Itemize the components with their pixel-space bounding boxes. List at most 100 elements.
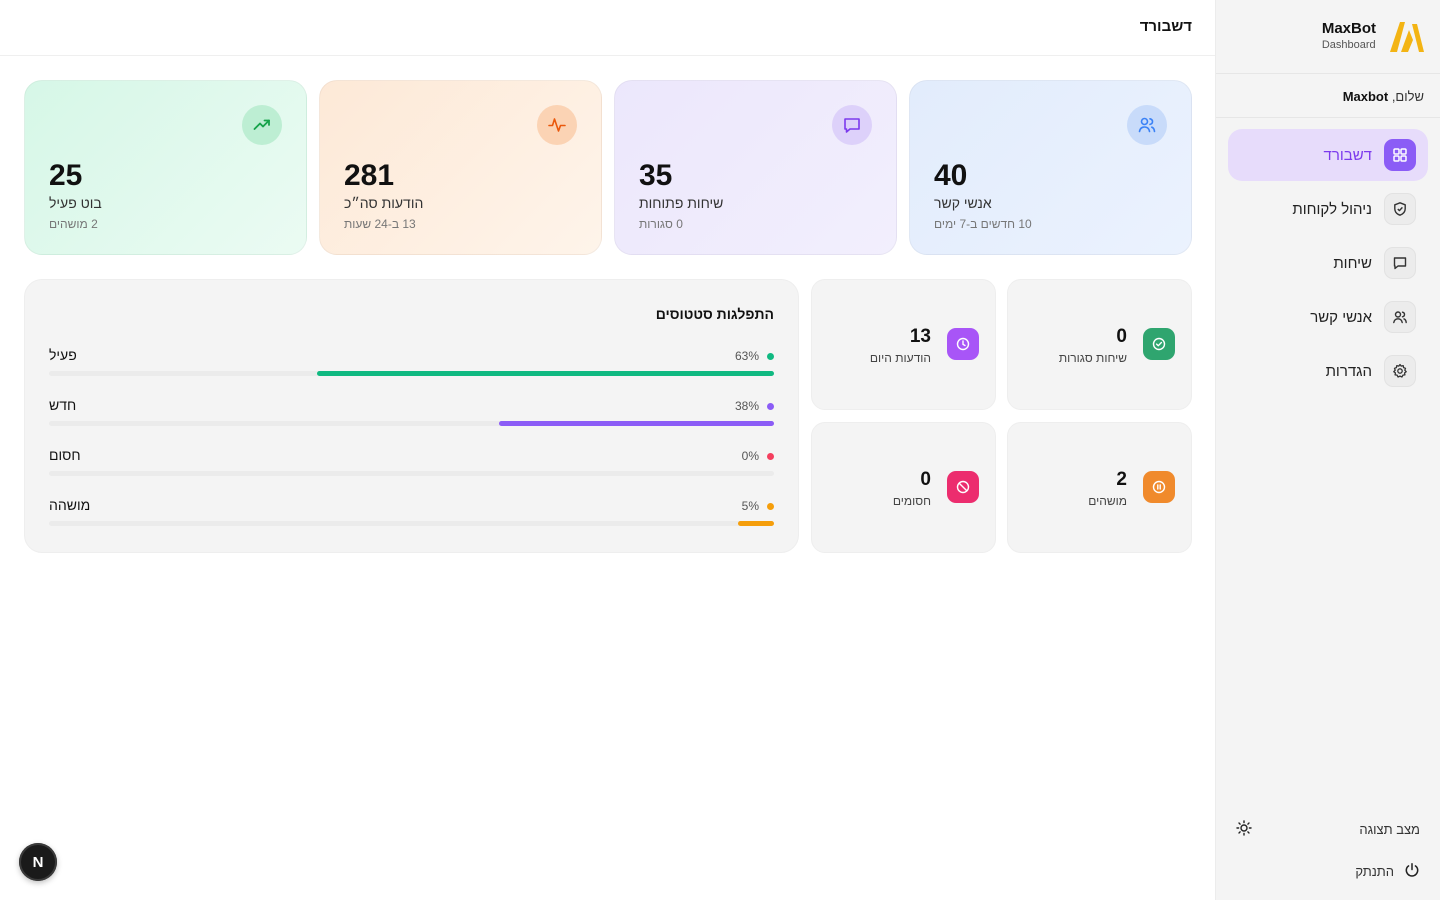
distribution-percent-text: 0%	[741, 449, 759, 463]
stat-card-active-bot[interactable]: 25 בוט פעיל 2 מושהים	[24, 80, 307, 255]
distribution-title: התפלגות סטטוסים	[655, 306, 774, 322]
greeting: שלום, Maxbot	[1343, 89, 1424, 104]
brand-text: MaxBot Dashboard	[1322, 20, 1376, 52]
status-dot	[767, 352, 774, 360]
progress-track	[49, 421, 774, 426]
mini-value: 0	[1116, 326, 1127, 347]
sidebar-item-label: שיחות	[1333, 254, 1372, 272]
distribution-percent: 0%	[742, 449, 774, 463]
ban-icon	[947, 471, 979, 503]
brand[interactable]: MaxBot Dashboard	[1322, 18, 1424, 54]
greeting-prefix: שלום,	[1391, 89, 1424, 104]
chat-icon	[1384, 247, 1416, 279]
sun-icon[interactable]	[1236, 820, 1252, 839]
clock-icon	[947, 328, 979, 360]
stat-subtext: 10 חדשים ב-7 ימים	[934, 217, 1032, 231]
progress-track	[49, 471, 774, 476]
power-icon	[1404, 862, 1420, 881]
users-icon	[1384, 301, 1416, 333]
distribution-percent-text: 38%	[734, 399, 759, 413]
stat-label: הודעות סה״כ	[344, 195, 424, 211]
activity-icon	[537, 105, 577, 145]
maxbot-logo-icon	[1390, 22, 1424, 52]
theme-toggle-row: מצב תצוגה	[1236, 820, 1420, 839]
sidebar-item-label: דשבורד	[1323, 146, 1372, 164]
divider	[1216, 117, 1440, 118]
brand-name: MaxBot	[1321, 20, 1376, 37]
sidebar-item-conversations[interactable]: שיחות	[1228, 237, 1428, 289]
chat-icon	[832, 105, 872, 145]
stat-value: 40	[934, 159, 968, 192]
stat-card-contacts[interactable]: 40 אנשי קשר 10 חדשים ב-7 ימים	[909, 80, 1192, 255]
stat-label: בוט פעיל	[49, 195, 102, 211]
mini-card-closed-conversations[interactable]: 0 שיחות סגורות	[1007, 279, 1192, 410]
distribution-percent: 38%	[735, 399, 774, 413]
check-circle-icon	[1143, 328, 1175, 360]
status-dot	[767, 502, 774, 510]
stat-subtext: 0 סגורות	[639, 217, 683, 231]
shield-icon	[1384, 193, 1416, 225]
logout-label: התנתק	[1355, 864, 1394, 879]
distribution-label: פעיל	[49, 347, 77, 363]
distribution-percent-text: 63%	[734, 349, 759, 363]
topbar: דשבורד	[0, 0, 1215, 56]
mini-value: 0	[920, 469, 931, 490]
sidebar-item-label: הגדרות	[1325, 362, 1372, 380]
progress-fill	[737, 521, 774, 526]
sidebar-item-clients[interactable]: ניהול לקוחות	[1228, 183, 1428, 235]
distribution-row-new: 38% חדש	[49, 397, 774, 437]
distribution-percent: 63%	[735, 349, 774, 363]
mini-label: חסומים	[892, 494, 931, 508]
distribution-row-blocked: 0% חסום	[49, 447, 774, 487]
progress-track	[49, 371, 774, 376]
distribution-row-active: 63% פעיל	[49, 347, 774, 387]
stat-value: 281	[344, 159, 395, 192]
mini-label: שיחות סגורות	[1058, 351, 1127, 365]
mini-label: מושהים	[1088, 494, 1127, 508]
sidebar: MaxBot Dashboard שלום, Maxbot דשבורד	[1215, 0, 1440, 900]
greeting-name: Maxbot	[1342, 89, 1389, 104]
gear-icon	[1384, 355, 1416, 387]
stat-label: שיחות פתוחות	[639, 195, 724, 211]
theme-toggle-label: מצב תצוגה	[1359, 822, 1420, 837]
divider	[1216, 73, 1440, 74]
sidebar-item-dashboard[interactable]: דשבורד	[1228, 129, 1428, 181]
status-distribution-card: התפלגות סטטוסים 63% פעיל 38% חדש 0% חסום	[24, 279, 799, 553]
distribution-percent: 5%	[742, 499, 774, 513]
users-icon	[1127, 105, 1167, 145]
sidebar-item-label: אנשי קשר	[1310, 308, 1372, 326]
sidebar-nav: דשבורד ניהול לקוחות שיחות	[1228, 129, 1428, 399]
trending-up-icon	[242, 105, 282, 145]
status-dot	[767, 452, 774, 460]
stat-subtext: 2 מושהים	[49, 217, 98, 231]
page-title: דשבורד	[1139, 18, 1192, 35]
stat-value: 25	[49, 159, 83, 192]
sidebar-item-settings[interactable]: הגדרות	[1228, 345, 1428, 397]
mini-value: 13	[909, 326, 931, 347]
mini-card-messages-today[interactable]: 13 הודעות היום	[811, 279, 996, 410]
pause-circle-icon	[1143, 471, 1175, 503]
sidebar-item-contacts[interactable]: אנשי קשר	[1228, 291, 1428, 343]
sidebar-item-label: ניהול לקוחות	[1292, 200, 1372, 218]
progress-track	[49, 521, 774, 526]
distribution-label: חסום	[49, 447, 81, 463]
stat-value: 35	[639, 159, 673, 192]
stat-card-open-conversations[interactable]: 35 שיחות פתוחות 0 סגורות	[614, 80, 897, 255]
stat-subtext: 13 ב-24 שעות	[344, 217, 416, 231]
mini-value: 2	[1116, 469, 1127, 490]
distribution-label: מושהה	[49, 497, 91, 513]
dev-tools-button[interactable]: N	[19, 843, 57, 881]
progress-fill	[317, 371, 774, 376]
stat-label: אנשי קשר	[934, 195, 992, 211]
status-dot	[767, 402, 774, 410]
mini-card-paused[interactable]: 2 מושהים	[1007, 422, 1192, 553]
mini-label: הודעות היום	[869, 351, 931, 365]
brand-subtitle: Dashboard	[1321, 39, 1376, 51]
distribution-label: חדש	[49, 397, 77, 413]
logout-button[interactable]: התנתק	[1236, 862, 1420, 881]
stat-card-total-messages[interactable]: 281 הודעות סה״כ 13 ב-24 שעות	[319, 80, 602, 255]
grid-icon	[1384, 139, 1416, 171]
progress-fill	[498, 421, 774, 426]
distribution-percent-text: 5%	[741, 499, 759, 513]
mini-card-blocked[interactable]: 0 חסומים	[811, 422, 996, 553]
